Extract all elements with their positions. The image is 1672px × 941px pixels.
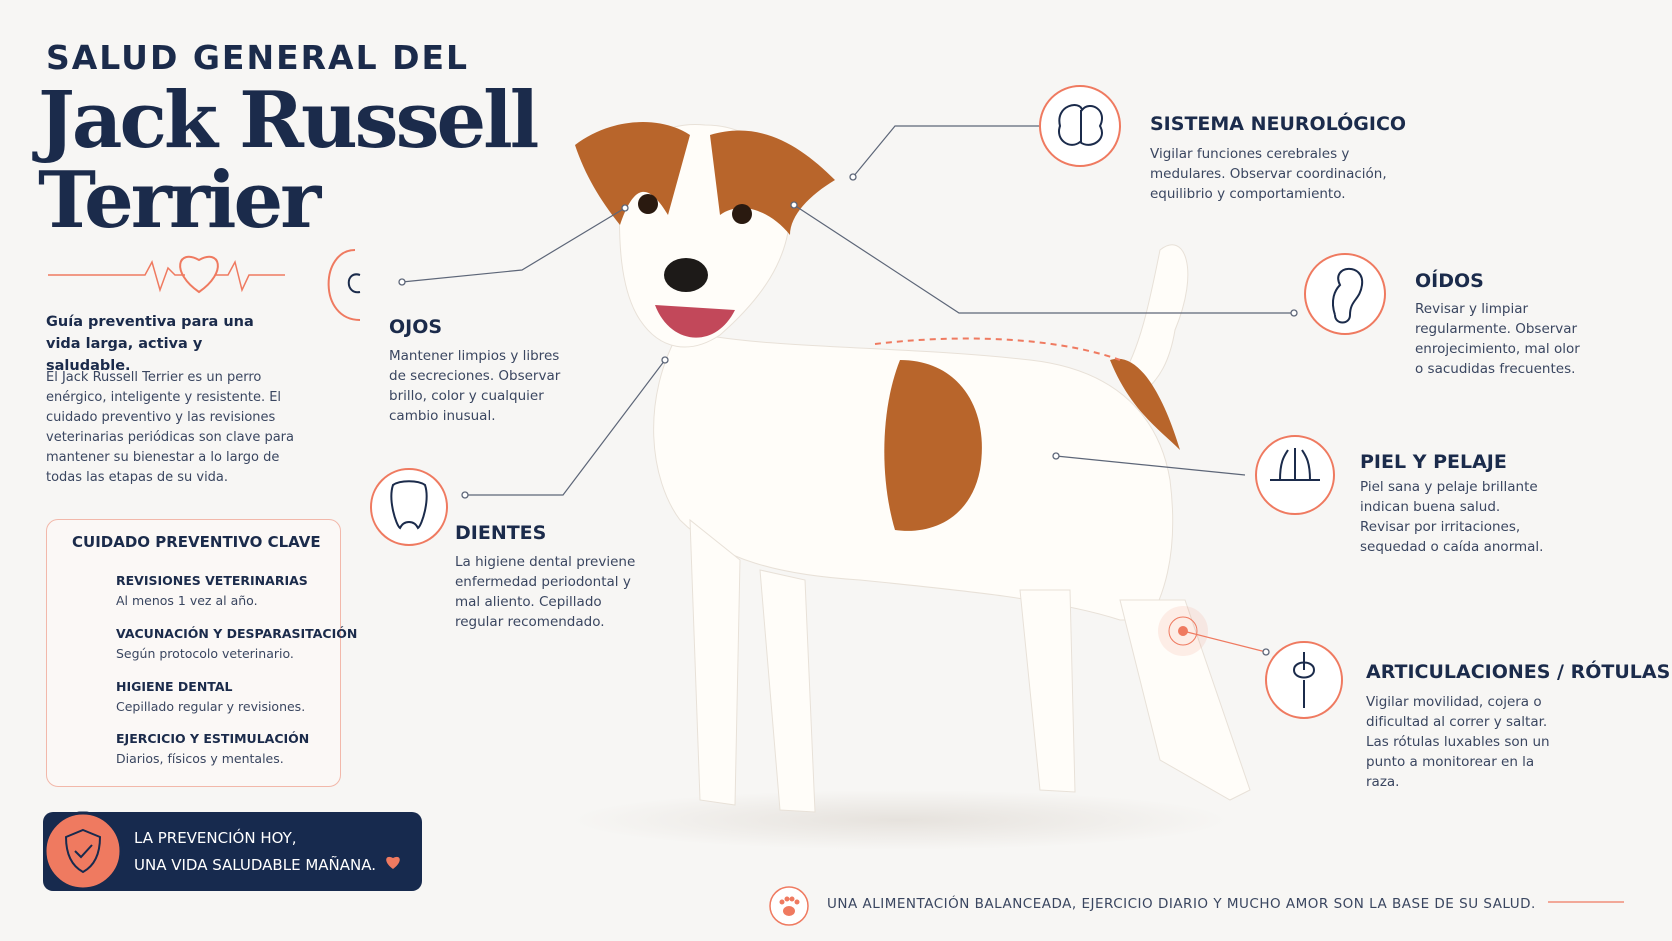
eyebrow: SALUD GENERAL DEL <box>46 38 470 77</box>
intro-body: El Jack Russell Terrier es un perro enér… <box>46 370 294 485</box>
banner-line: UNA VIDA SALUDABLE MAÑANA. <box>134 856 376 874</box>
section-text: Vigilar funciones cerebrales y medulares… <box>1150 146 1387 202</box>
section-title: DIENTES <box>455 522 547 544</box>
item-title: HIGIENE DENTAL <box>116 679 233 694</box>
section-text: Revisar y limpiar regularmente. Observar… <box>1415 301 1580 377</box>
section-text: Vigilar movilidad, cojera o dificultad a… <box>1366 694 1550 790</box>
section-title: ARTICULACIONES / RÓTULAS <box>1366 661 1671 683</box>
footer: UNA ALIMENTACIÓN BALANCEADA, EJERCICIO D… <box>827 896 1536 912</box>
section-title: PIEL Y PELAJE <box>1360 451 1507 473</box>
box-title: CUIDADO PREVENTIVO CLAVE <box>72 533 321 551</box>
item-title: REVISIONES VETERINARIAS <box>116 573 308 588</box>
item-text: Diarios, físicos y mentales. <box>116 751 284 766</box>
item-text: Según protocolo veterinario. <box>116 646 294 661</box>
item-text: Al menos 1 vez al año. <box>116 593 258 608</box>
section-text: Piel sana y pelaje brillante indican bue… <box>1360 479 1544 555</box>
title-line: Terrier <box>38 155 321 246</box>
section-title: OÍDOS <box>1415 270 1484 292</box>
section-title: SISTEMA NEUROLÓGICO <box>1150 113 1407 135</box>
item-title: EJERCICIO Y ESTIMULACIÓN <box>116 731 310 746</box>
preventive-box <box>46 519 341 787</box>
item-text: Cepillado regular y revisiones. <box>116 699 306 714</box>
banner <box>43 812 422 891</box>
item-title: VACUNACIÓN Y DESPARASITACIÓN <box>116 626 358 641</box>
section-text: La higiene dental previene enfermedad pe… <box>455 554 636 630</box>
section-text: Mantener limpios y libres de secreciones… <box>389 348 561 424</box>
dog <box>575 122 1251 813</box>
section-title: OJOS <box>389 316 443 338</box>
title-line: Jack Russell <box>38 75 539 166</box>
banner-line: LA PREVENCIÓN HOY, <box>134 829 297 847</box>
lead: Guía preventiva para una vida larga, act… <box>46 314 254 374</box>
